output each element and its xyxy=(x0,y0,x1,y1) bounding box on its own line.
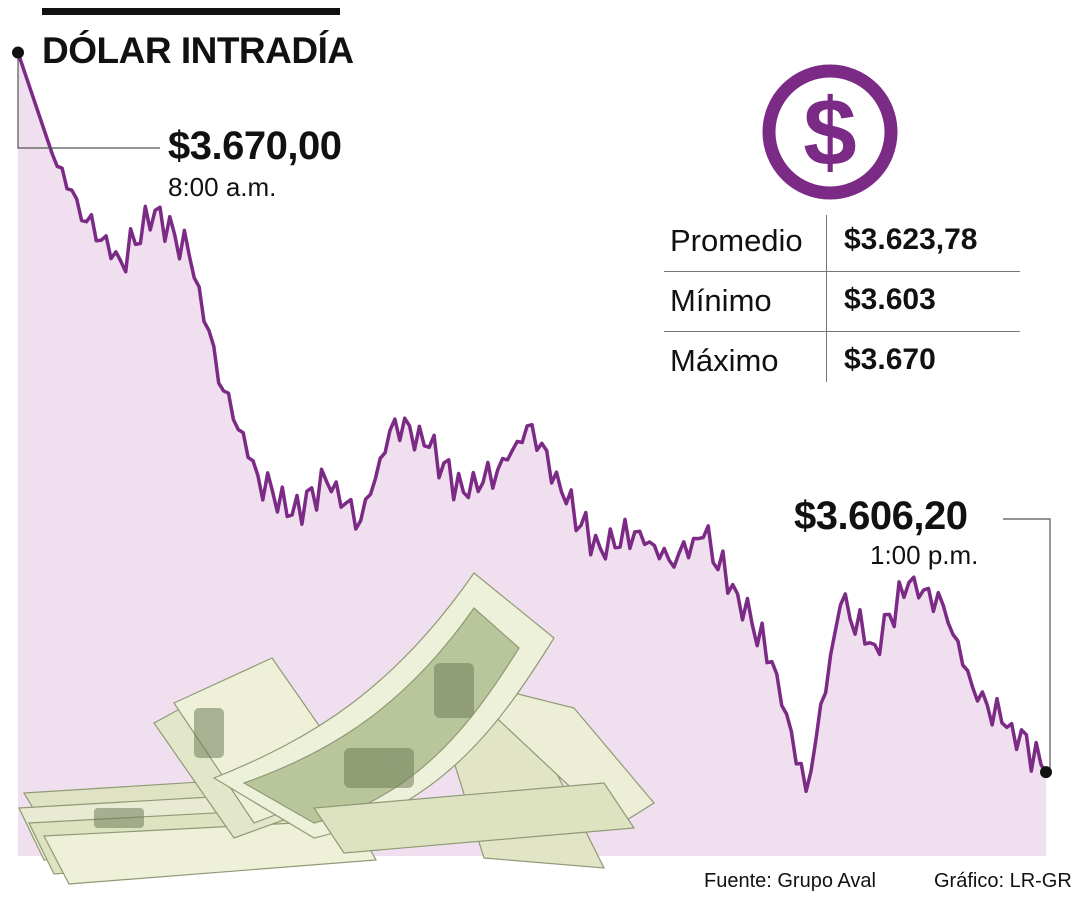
stat-divider xyxy=(664,271,1020,272)
open-price-label: $3.670,00 xyxy=(168,124,342,168)
stat-value: $3.623,78 xyxy=(844,223,978,256)
price-line xyxy=(16,52,1048,794)
stats-table: Promedio $3.623,78 Mínimo $3.603 Máximo … xyxy=(664,215,1020,395)
stat-divider xyxy=(664,331,1020,332)
dollar-bills-illustration xyxy=(18,572,655,885)
top-rule xyxy=(42,8,340,15)
close-point xyxy=(1040,766,1052,779)
svg-text:$: $ xyxy=(803,79,856,186)
stat-label: Máximo xyxy=(670,343,779,378)
open-time-label: 8:00 a.m. xyxy=(168,172,277,202)
stat-row-minimo: Mínimo $3.603 xyxy=(664,275,1020,335)
chart-title: DÓLAR INTRADÍA xyxy=(42,30,354,71)
source-label: Fuente: Grupo Aval xyxy=(704,870,876,892)
close-time-label: 1:00 p.m. xyxy=(870,540,979,570)
stat-value: $3.670 xyxy=(844,343,936,376)
open-leader-line xyxy=(17,52,160,149)
dollar-circle-icon: $ xyxy=(762,64,898,200)
stats-column-divider xyxy=(826,215,827,382)
open-point xyxy=(12,46,24,59)
stat-row-maximo: Máximo $3.670 xyxy=(664,335,1020,395)
close-leader-line xyxy=(1003,518,1051,773)
stat-label: Promedio xyxy=(670,223,803,258)
credit-label: Gráfico: LR-GR xyxy=(934,870,1072,892)
stat-value: $3.603 xyxy=(844,283,936,316)
price-area xyxy=(18,52,1046,857)
close-price-label: $3.606,20 xyxy=(794,494,968,538)
stat-label: Mínimo xyxy=(670,283,772,318)
stat-row-promedio: Promedio $3.623,78 xyxy=(664,215,1020,275)
